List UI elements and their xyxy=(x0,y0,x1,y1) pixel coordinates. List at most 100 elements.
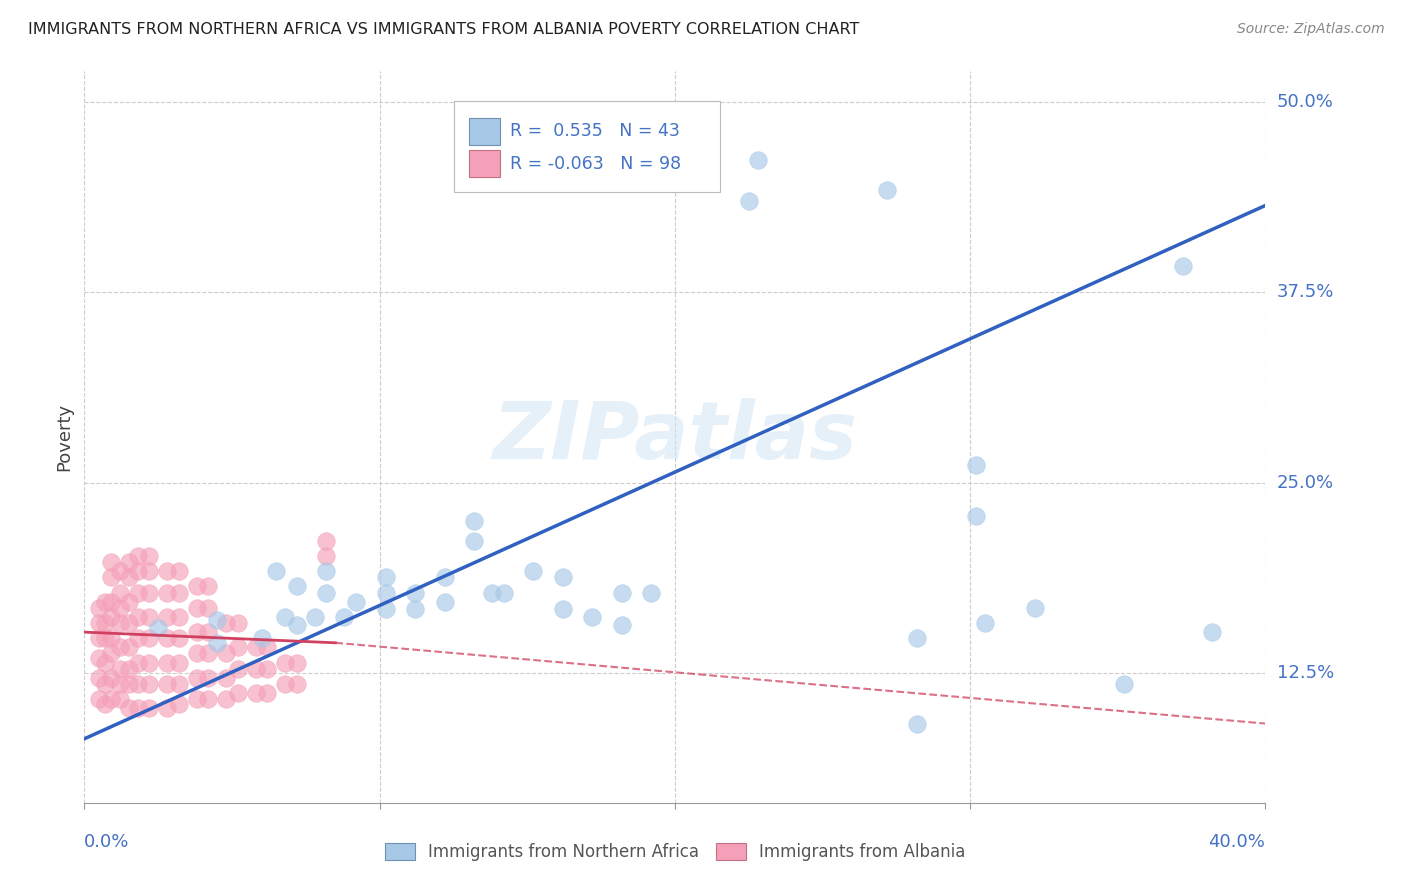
Point xyxy=(264,564,288,578)
Point xyxy=(167,632,190,646)
Legend: Immigrants from Northern Africa, Immigrants from Albania: Immigrants from Northern Africa, Immigra… xyxy=(378,836,972,868)
Point xyxy=(186,625,208,640)
Point xyxy=(156,610,179,624)
Y-axis label: Poverty: Poverty xyxy=(55,403,73,471)
Point xyxy=(215,671,238,685)
Point xyxy=(138,549,160,563)
Point xyxy=(167,677,190,691)
Point xyxy=(245,640,267,655)
Point xyxy=(374,585,396,599)
Point xyxy=(167,585,190,599)
Point xyxy=(87,600,111,615)
Point xyxy=(1201,625,1223,640)
Point xyxy=(197,600,219,615)
Point xyxy=(274,656,297,670)
Point xyxy=(205,613,228,627)
Point xyxy=(738,194,761,208)
Point xyxy=(118,555,141,569)
Point xyxy=(245,662,267,676)
Text: 50.0%: 50.0% xyxy=(1277,93,1333,111)
Point xyxy=(127,656,149,670)
Point xyxy=(215,615,238,630)
Text: 25.0%: 25.0% xyxy=(1277,474,1334,491)
Point xyxy=(127,564,149,578)
Point xyxy=(118,662,141,676)
Point xyxy=(118,677,141,691)
Point xyxy=(315,533,337,548)
Text: IMMIGRANTS FROM NORTHERN AFRICA VS IMMIGRANTS FROM ALBANIA POVERTY CORRELATION C: IMMIGRANTS FROM NORTHERN AFRICA VS IMMIG… xyxy=(28,22,859,37)
Point xyxy=(108,662,131,676)
Point xyxy=(333,610,356,624)
Point xyxy=(551,570,574,584)
Point xyxy=(138,585,160,599)
Point xyxy=(965,458,987,472)
Point xyxy=(156,585,179,599)
Point xyxy=(463,514,485,528)
Point xyxy=(186,671,208,685)
Point xyxy=(87,692,111,706)
Point xyxy=(100,570,122,584)
Point xyxy=(256,640,278,655)
Point xyxy=(167,610,190,624)
Point xyxy=(404,602,426,616)
Point xyxy=(610,585,633,599)
Point xyxy=(118,570,141,584)
Point xyxy=(100,595,122,609)
Point xyxy=(226,640,249,655)
Point xyxy=(108,677,131,691)
Point xyxy=(138,610,160,624)
Point xyxy=(215,647,238,661)
Point xyxy=(197,671,219,685)
Text: ZIPatlas: ZIPatlas xyxy=(492,398,858,476)
Point xyxy=(522,564,544,578)
Point xyxy=(610,617,633,632)
Point xyxy=(285,617,308,632)
Point xyxy=(118,701,141,715)
Point xyxy=(285,579,308,593)
Text: 37.5%: 37.5% xyxy=(1277,284,1334,301)
Point xyxy=(100,632,122,646)
Point xyxy=(215,692,238,706)
FancyBboxPatch shape xyxy=(470,151,501,177)
Point xyxy=(100,555,122,569)
Point xyxy=(1024,600,1046,615)
Point xyxy=(374,570,396,584)
Point xyxy=(108,585,131,599)
Point xyxy=(245,686,267,700)
Point xyxy=(481,585,503,599)
Point xyxy=(100,692,122,706)
Point xyxy=(315,549,337,563)
Point xyxy=(138,564,160,578)
Text: R =  0.535   N = 43: R = 0.535 N = 43 xyxy=(509,122,679,140)
Point xyxy=(965,509,987,524)
Point xyxy=(127,610,149,624)
FancyBboxPatch shape xyxy=(470,118,501,145)
Point xyxy=(374,602,396,616)
Point xyxy=(94,595,117,609)
Point xyxy=(167,564,190,578)
Point xyxy=(94,677,117,691)
Point xyxy=(205,636,228,650)
Point xyxy=(226,686,249,700)
Point xyxy=(1171,260,1194,274)
Point xyxy=(100,671,122,685)
Text: Source: ZipAtlas.com: Source: ZipAtlas.com xyxy=(1237,22,1385,37)
Point xyxy=(186,579,208,593)
Point xyxy=(463,533,485,548)
Text: 12.5%: 12.5% xyxy=(1277,665,1334,682)
Point xyxy=(167,697,190,711)
Point xyxy=(87,615,111,630)
Point xyxy=(404,585,426,599)
Point xyxy=(315,564,337,578)
Point xyxy=(973,615,995,630)
Point xyxy=(256,662,278,676)
Point xyxy=(433,595,456,609)
Point xyxy=(108,600,131,615)
Point xyxy=(197,625,219,640)
Point xyxy=(250,632,273,646)
Point xyxy=(94,615,117,630)
Text: 40.0%: 40.0% xyxy=(1209,833,1265,851)
Point xyxy=(197,579,219,593)
Point xyxy=(127,585,149,599)
Point xyxy=(156,677,179,691)
